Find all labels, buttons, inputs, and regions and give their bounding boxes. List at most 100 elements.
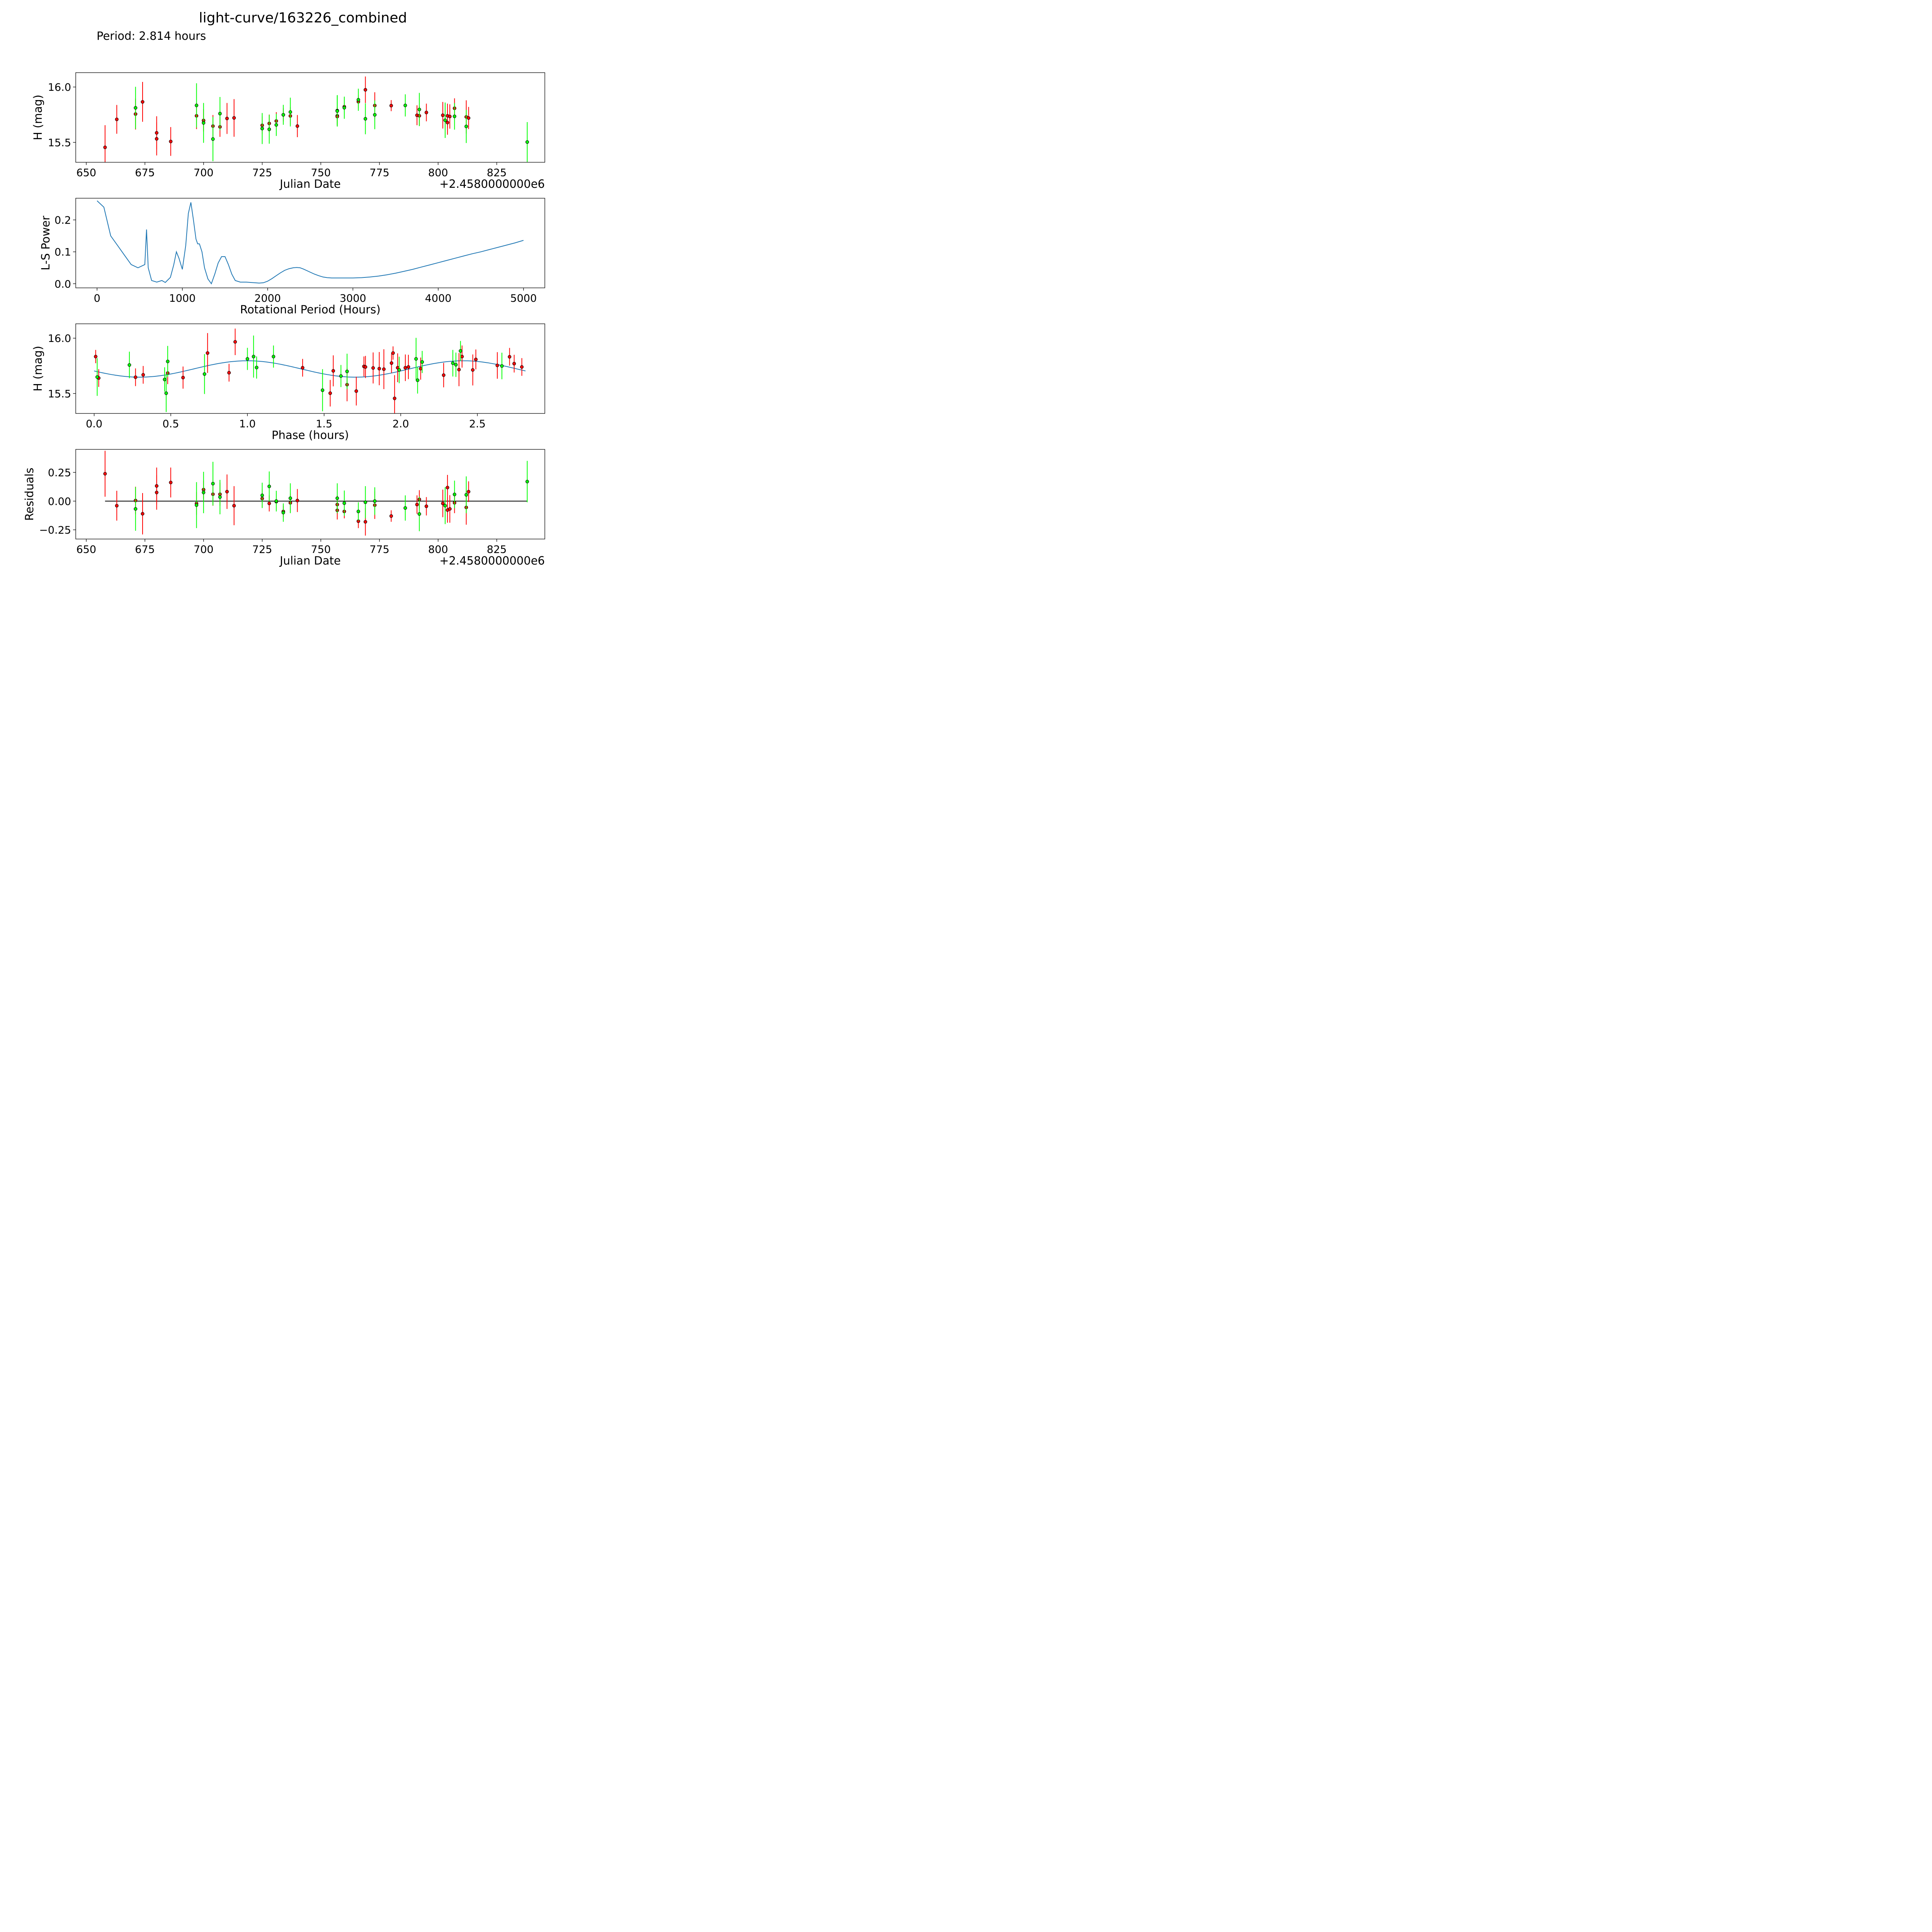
data-point <box>393 396 396 400</box>
series-green <box>95 335 504 412</box>
data-point <box>169 139 173 143</box>
x-tick-label: 1.5 <box>316 418 332 430</box>
data-point <box>218 112 222 116</box>
data-point <box>103 472 107 476</box>
data-point <box>364 365 367 369</box>
x-tick-label: 650 <box>77 544 97 556</box>
data-point <box>443 504 447 508</box>
data-point <box>267 502 271 505</box>
y-axis-label: H (mag) <box>31 95 44 140</box>
axes-frame <box>75 72 545 163</box>
data-point <box>451 361 455 365</box>
x-tick-label: 700 <box>194 167 214 179</box>
data-point <box>339 374 343 378</box>
fit-curve <box>94 360 526 378</box>
data-point <box>373 113 377 117</box>
data-point <box>115 504 119 508</box>
power-line <box>97 200 524 285</box>
x-tick-label: 1000 <box>169 293 196 304</box>
y-axis-label: L-S Power <box>39 216 52 270</box>
y-tick-label: 16.0 <box>48 82 71 94</box>
axes-frame <box>75 323 545 414</box>
data-point <box>446 486 449 490</box>
plot-area <box>103 77 529 162</box>
data-point <box>495 364 499 367</box>
figure: light-curve/163226_combined Period: 2.81… <box>0 0 597 597</box>
y-axis-label: H (mag) <box>31 346 44 391</box>
data-point <box>301 366 304 370</box>
data-point <box>525 480 529 483</box>
panel-residuals: 650 675 700 725 750 775 800 825 −0.25 0.00 0.25 Jul… <box>23 449 545 567</box>
y-tick-label: 15.5 <box>48 137 71 149</box>
y-axis-label: Residuals <box>23 468 36 521</box>
data-point <box>227 371 231 375</box>
panel-periodogram: 0 1000 2000 3000 4000 5000 0.0 0.1 0.2 Rotational… <box>39 198 545 316</box>
x-tick-label: 2.0 <box>393 418 409 430</box>
data-point <box>296 498 299 502</box>
data-point <box>255 366 259 369</box>
x-axis-label: Phase (hours) <box>272 429 349 442</box>
data-point <box>141 100 145 104</box>
data-point <box>233 340 237 344</box>
data-point <box>218 495 222 499</box>
x-tick-label: 825 <box>487 544 507 556</box>
x-axis-label: Julian Date <box>279 177 341 190</box>
data-point <box>94 355 98 359</box>
x-offset-label: +2.4580000000e6 <box>439 554 545 567</box>
data-point <box>464 493 468 497</box>
data-point <box>364 520 367 524</box>
data-point <box>377 367 381 371</box>
data-point <box>467 116 471 120</box>
data-point <box>115 117 119 121</box>
data-point <box>500 364 504 368</box>
y-tick-label: 0.00 <box>48 496 71 508</box>
data-point <box>274 123 278 127</box>
data-point <box>471 368 475 372</box>
y-tick-label: 0.25 <box>48 467 71 479</box>
data-point <box>103 145 107 149</box>
data-point <box>442 373 446 377</box>
data-point <box>328 391 332 395</box>
data-point <box>464 124 468 128</box>
data-point <box>364 88 367 92</box>
data-point <box>512 362 516 366</box>
data-point <box>373 499 377 503</box>
data-point <box>164 391 168 395</box>
data-point <box>181 376 185 379</box>
x-tick-label: 725 <box>252 544 272 556</box>
x-offset-label: +2.4580000000e6 <box>439 177 545 190</box>
data-point <box>202 121 206 125</box>
x-tick-label: 650 <box>77 167 97 179</box>
data-point <box>403 506 407 510</box>
data-point <box>419 367 423 371</box>
data-point <box>467 490 471 494</box>
series-red <box>94 328 524 413</box>
data-point <box>252 355 255 359</box>
data-point <box>288 496 292 500</box>
data-point <box>281 113 285 117</box>
data-point <box>225 117 229 121</box>
data-point <box>474 357 478 361</box>
x-tick-label: 0 <box>94 293 100 304</box>
data-point <box>356 510 360 514</box>
series-green <box>134 461 529 531</box>
data-point <box>281 511 285 515</box>
panel-lightcurve: 650 675 700 725 750 775 800 825 15.5 16.0 Julian D… <box>31 72 545 190</box>
data-point <box>354 389 358 393</box>
data-point <box>342 501 346 505</box>
data-point <box>415 503 419 507</box>
data-point <box>452 493 456 497</box>
x-axis-label: Rotational Period (Hours) <box>240 303 381 316</box>
data-point <box>267 485 271 488</box>
data-point <box>211 482 215 486</box>
data-point <box>155 131 158 135</box>
data-point <box>446 121 449 124</box>
data-point <box>95 375 99 379</box>
data-point <box>202 372 206 376</box>
data-point <box>441 113 445 117</box>
data-point <box>272 355 276 359</box>
plot-area <box>94 328 526 413</box>
data-point <box>335 496 339 500</box>
x-tick-label: 725 <box>252 167 272 179</box>
data-point <box>364 117 367 121</box>
